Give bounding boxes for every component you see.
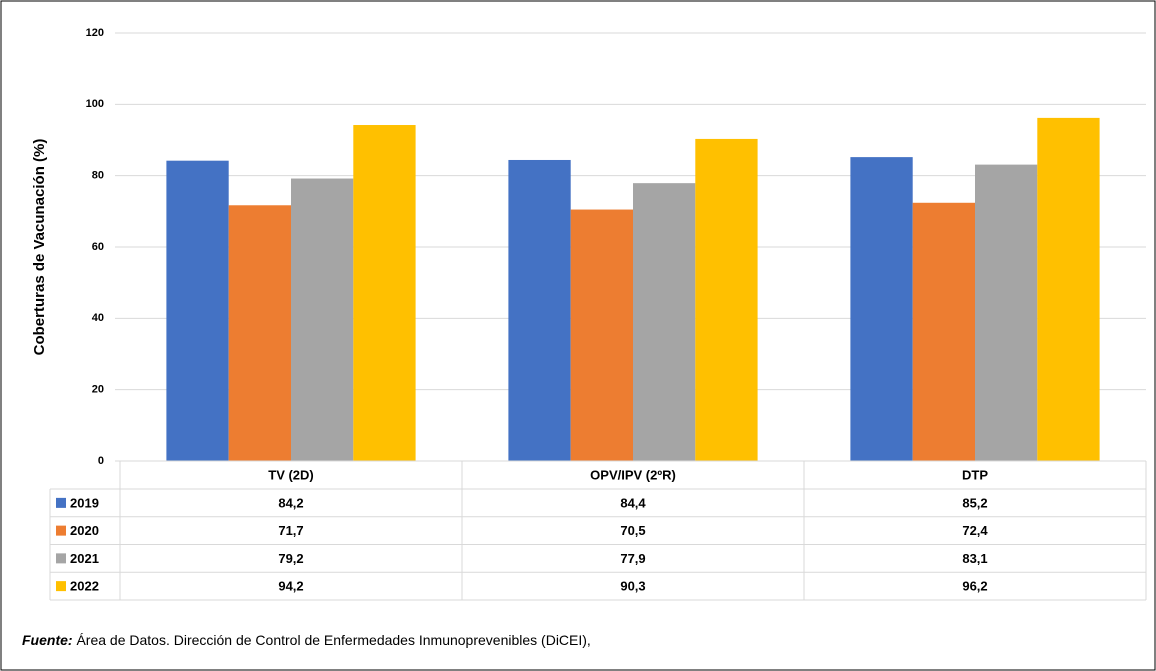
source-label: Fuente: — [22, 632, 73, 648]
x-tick-label: TV (2D) — [268, 467, 314, 482]
y-axis-title: Coberturas de Vacunación (%) — [31, 139, 48, 356]
y-tick-label: 20 — [92, 384, 104, 396]
table-value: 84,4 — [620, 495, 646, 510]
table-value: 83,1 — [962, 551, 987, 566]
legend-label: 2019 — [70, 495, 99, 510]
table-value: 85,2 — [962, 495, 987, 510]
table-value: 84,2 — [278, 495, 303, 510]
table-value: 77,9 — [620, 551, 645, 566]
y-tick-label: 40 — [92, 312, 104, 324]
y-tick-label: 0 — [98, 455, 104, 467]
bar — [975, 164, 1038, 462]
source-text: Área de Datos. Dirección de Control de E… — [76, 632, 590, 648]
bar — [353, 125, 416, 462]
bar — [508, 159, 571, 461]
table-value: 71,7 — [278, 523, 303, 538]
bar — [912, 202, 975, 462]
legend-swatch — [56, 581, 66, 592]
bar — [166, 160, 229, 462]
y-tick-label: 60 — [92, 241, 104, 253]
bar — [291, 178, 354, 461]
bar — [570, 209, 633, 461]
bar — [850, 157, 913, 461]
table-value: 90,3 — [620, 579, 645, 594]
table-value: 96,2 — [962, 579, 987, 594]
legend-label: 2021 — [70, 551, 99, 566]
source-note: Fuente: Área de Datos. Dirección de Cont… — [22, 632, 591, 648]
bar — [1037, 117, 1100, 462]
legend-label: 2022 — [70, 579, 99, 594]
y-tick-label: 80 — [92, 170, 104, 182]
bar — [695, 138, 758, 461]
bar — [228, 205, 291, 461]
table-value: 70,5 — [620, 523, 645, 538]
y-tick-label: 120 — [86, 27, 104, 39]
table-value: 94,2 — [278, 579, 303, 594]
table-value: 79,2 — [278, 551, 303, 566]
y-tick-label: 100 — [86, 98, 104, 110]
legend-label: 2020 — [70, 523, 99, 538]
x-tick-label: OPV/IPV (2ºR) — [590, 467, 676, 482]
legend-swatch — [56, 525, 66, 536]
table-value: 72,4 — [962, 523, 988, 538]
bar — [633, 183, 696, 461]
legend-swatch — [56, 553, 66, 564]
legend-swatch — [56, 497, 66, 508]
x-tick-label: DTP — [962, 467, 988, 482]
